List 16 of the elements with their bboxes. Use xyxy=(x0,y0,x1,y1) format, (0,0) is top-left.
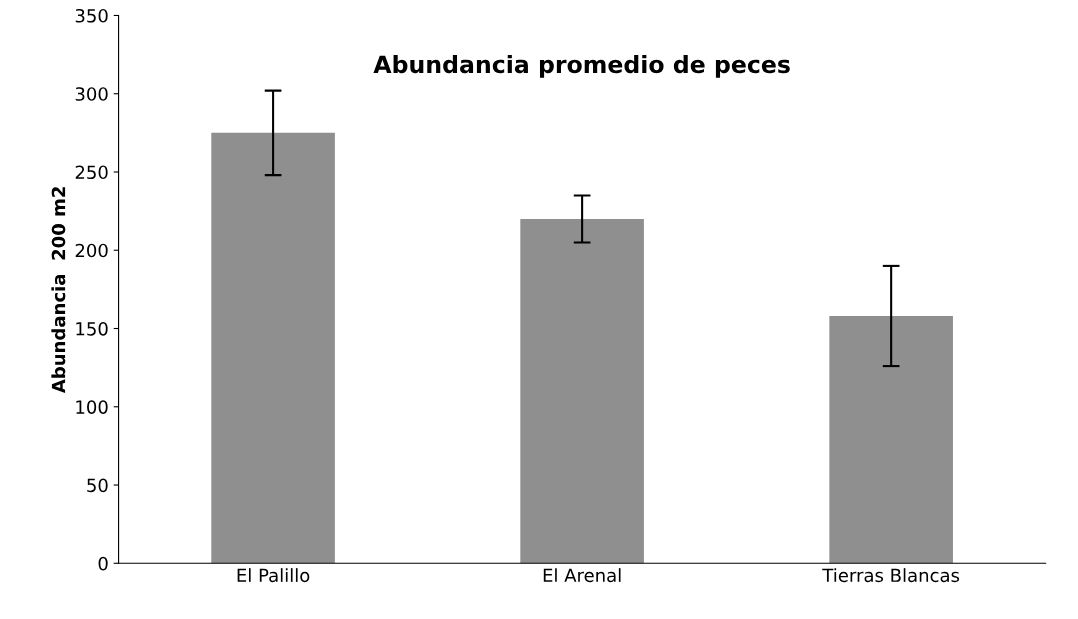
bar xyxy=(520,218,644,564)
y-tick-label: 150 xyxy=(76,321,108,336)
y-tick-label: 100 xyxy=(76,400,108,414)
bar xyxy=(829,315,953,564)
x-tick-label: El Palillo xyxy=(237,568,310,583)
y-axis-title: Abundancia 200 m2 xyxy=(51,187,66,394)
text: Abundancia promedio de peces xyxy=(373,54,790,78)
x-tick-label: El Arenal xyxy=(543,568,621,583)
bar xyxy=(211,132,335,564)
y-tick-label: 200 xyxy=(75,243,108,258)
y-tick-label: 50 xyxy=(87,478,108,493)
x-tick-label: Tierras Blancas xyxy=(822,568,960,583)
y-tick-label: 250 xyxy=(75,165,108,180)
y-tick-label: 0 xyxy=(98,556,108,571)
y-tick-label: 300 xyxy=(75,87,108,101)
y-tick-label: 350 xyxy=(75,8,108,23)
